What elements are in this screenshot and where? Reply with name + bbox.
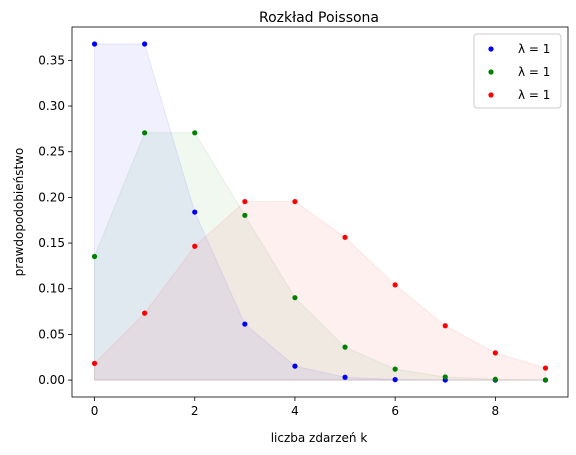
series-2-point-2 [192, 243, 198, 249]
x-axis: 0 2 4 6 8 [91, 397, 499, 418]
series-0-point-6 [392, 377, 398, 383]
chart-title: Rozkład Poissona [259, 10, 379, 26]
series-0-point-5 [342, 374, 348, 380]
series-2-point-0 [91, 360, 98, 366]
y-tick-label-2: 0.10 [38, 282, 65, 296]
series-2-point-8 [492, 350, 498, 356]
legend: λ = 1 λ = 1 λ = 1 [473, 33, 562, 109]
y-tick-label-0: 0.00 [38, 373, 65, 387]
series-2-point-4 [292, 198, 298, 205]
series-points [91, 41, 549, 383]
x-tick-label-4: 8 [492, 404, 500, 418]
series-1-point-3 [242, 212, 248, 218]
y-tick-label-7: 0.35 [38, 53, 65, 67]
legend-marker-1 [488, 69, 494, 75]
y-axis: 0.00 0.05 0.10 0.15 0.20 0.25 0.30 0.35 [38, 53, 72, 387]
x-tick-label-3: 6 [391, 404, 399, 418]
series-1-point-1 [142, 130, 148, 136]
plot-frame [71, 26, 569, 398]
series-0-point-1 [142, 41, 148, 47]
y-axis-label: prawdopodobieństwo [12, 148, 26, 277]
legend-box [473, 33, 562, 109]
series-1-point-8 [492, 376, 498, 382]
series-2-point-5 [342, 234, 348, 240]
x-tick-label-0: 0 [91, 404, 99, 418]
series-0-point-0 [91, 41, 98, 47]
y-tick-label-6: 0.30 [38, 99, 65, 113]
series-0-point-2 [192, 209, 198, 215]
y-tick-label-1: 0.05 [38, 327, 65, 341]
series-2-point-6 [392, 282, 398, 288]
legend-label-0: λ = 1 [518, 42, 550, 56]
series-0-point-3 [242, 321, 248, 327]
series-0-point-4 [292, 363, 298, 369]
legend-label-2: λ = 1 [518, 88, 550, 102]
y-tick-label-3: 0.15 [38, 236, 65, 250]
legend-label-1: λ = 1 [518, 65, 550, 79]
x-tick-label-1: 2 [191, 404, 199, 418]
series-1-point-0 [91, 253, 98, 260]
y-tick-label-5: 0.25 [38, 145, 65, 159]
x-axis-label-text: liczba zdarzeń k [271, 431, 368, 445]
series-1-point-2 [192, 130, 198, 136]
series-1-point-4 [292, 295, 298, 301]
series-2-point-3 [242, 198, 248, 205]
series-1-point-7 [442, 374, 448, 380]
series-1-point-5 [342, 344, 348, 350]
x-axis-label: liczba zdarzeń k [271, 431, 368, 445]
series-2-point-1 [142, 310, 148, 316]
series-1-point-6 [392, 366, 398, 372]
legend-marker-0 [488, 46, 494, 52]
legend-marker-2 [488, 92, 494, 98]
series-2-point-7 [442, 323, 448, 329]
series-0-area [94, 43, 546, 381]
x-tick-label-2: 4 [291, 404, 299, 418]
y-tick-label-4: 0.20 [38, 190, 65, 204]
series-1-point-9 [542, 377, 549, 383]
series-2-point-9 [542, 365, 549, 371]
